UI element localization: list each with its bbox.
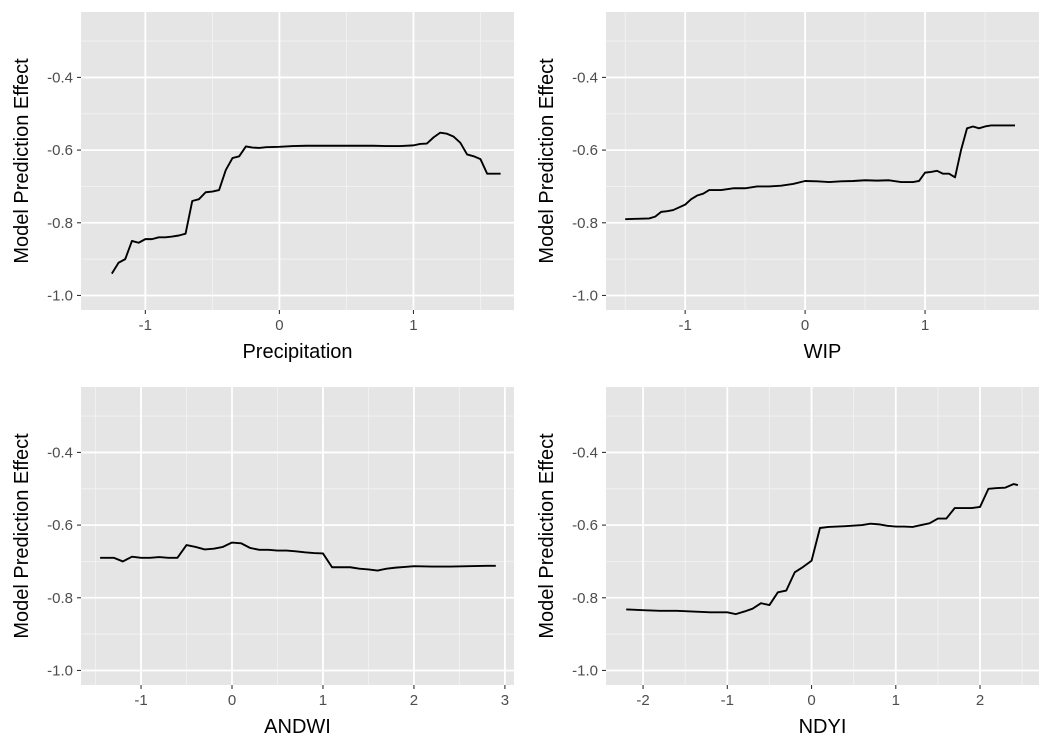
- chart-panel-3: -1 0 1 2 3 -1.0 -0.8 -0.6 -0.4 ANDWI Model Predict…: [11, 387, 514, 738]
- x-axis-title: ANDWI: [264, 716, 331, 738]
- y-tick-label: -0.6: [47, 142, 73, 159]
- y-tick-label: -0.8: [47, 590, 73, 607]
- series-line: [626, 483, 1019, 616]
- chart-panel-4: -2 -1 0 1 2 -1.0 -0.8 -0.6 -0.4 NDYI Model Predict…: [536, 387, 1039, 738]
- x-tick-label: 2: [976, 692, 984, 709]
- chart-panel-1: -1 0 1 -1.0 -0.8 -0.6 -0.4 Precipitation Model P…: [11, 12, 514, 363]
- y-axis-title: Model Prediction Effect: [11, 433, 33, 639]
- panel-background: [606, 387, 1039, 685]
- series-line: [111, 131, 501, 275]
- x-tick-label: 1: [319, 692, 327, 709]
- series-line: [625, 124, 1016, 221]
- x-tick-label: 0: [228, 692, 236, 709]
- y-tick-label: -0.6: [572, 517, 598, 534]
- x-tick-label: 1: [921, 317, 929, 334]
- x-tick-label: 0: [275, 317, 283, 334]
- y-tick-label: -1.0: [572, 662, 598, 679]
- x-tick-label: 0: [801, 317, 809, 334]
- y-tick-label: -0.6: [572, 142, 598, 159]
- x-tick-label: 1: [892, 692, 900, 709]
- y-tick-label: -1.0: [47, 662, 73, 679]
- y-tick-label: -0.6: [47, 517, 73, 534]
- x-tick-label: -1: [139, 317, 152, 334]
- y-tick-label: -1.0: [47, 287, 73, 304]
- panel-background: [606, 12, 1039, 310]
- x-tick-label: -1: [678, 317, 691, 334]
- x-tick-label: -2: [636, 692, 649, 709]
- y-tick-label: -0.4: [572, 444, 598, 461]
- x-axis-title: NDYI: [799, 716, 847, 738]
- y-axis-title: Model Prediction Effect: [11, 58, 33, 264]
- x-tick-label: -1: [721, 692, 734, 709]
- y-tick-label: -0.4: [47, 444, 73, 461]
- panel-background: [81, 12, 514, 310]
- y-tick-label: -0.8: [572, 590, 598, 607]
- y-axis-title: Model Prediction Effect: [536, 433, 558, 639]
- y-tick-label: -1.0: [572, 287, 598, 304]
- y-tick-label: -0.8: [572, 215, 598, 232]
- y-tick-label: -0.4: [572, 69, 598, 86]
- x-tick-label: 3: [501, 692, 509, 709]
- x-tick-label: 0: [807, 692, 815, 709]
- x-axis-title: Precipitation: [242, 341, 352, 363]
- series-line: [100, 541, 496, 572]
- chart-panel-2: -1 0 1 -1.0 -0.8 -0.6 -0.4 WIP Model Prediction …: [536, 12, 1039, 363]
- y-tick-label: -0.8: [47, 215, 73, 232]
- panel-background: [81, 387, 514, 685]
- x-tick-label: 2: [410, 692, 418, 709]
- x-tick-label: -1: [134, 692, 147, 709]
- y-axis-title: Model Prediction Effect: [536, 58, 558, 264]
- x-tick-label: 1: [409, 317, 417, 334]
- y-tick-label: -0.4: [47, 69, 73, 86]
- x-axis-title: WIP: [804, 341, 842, 363]
